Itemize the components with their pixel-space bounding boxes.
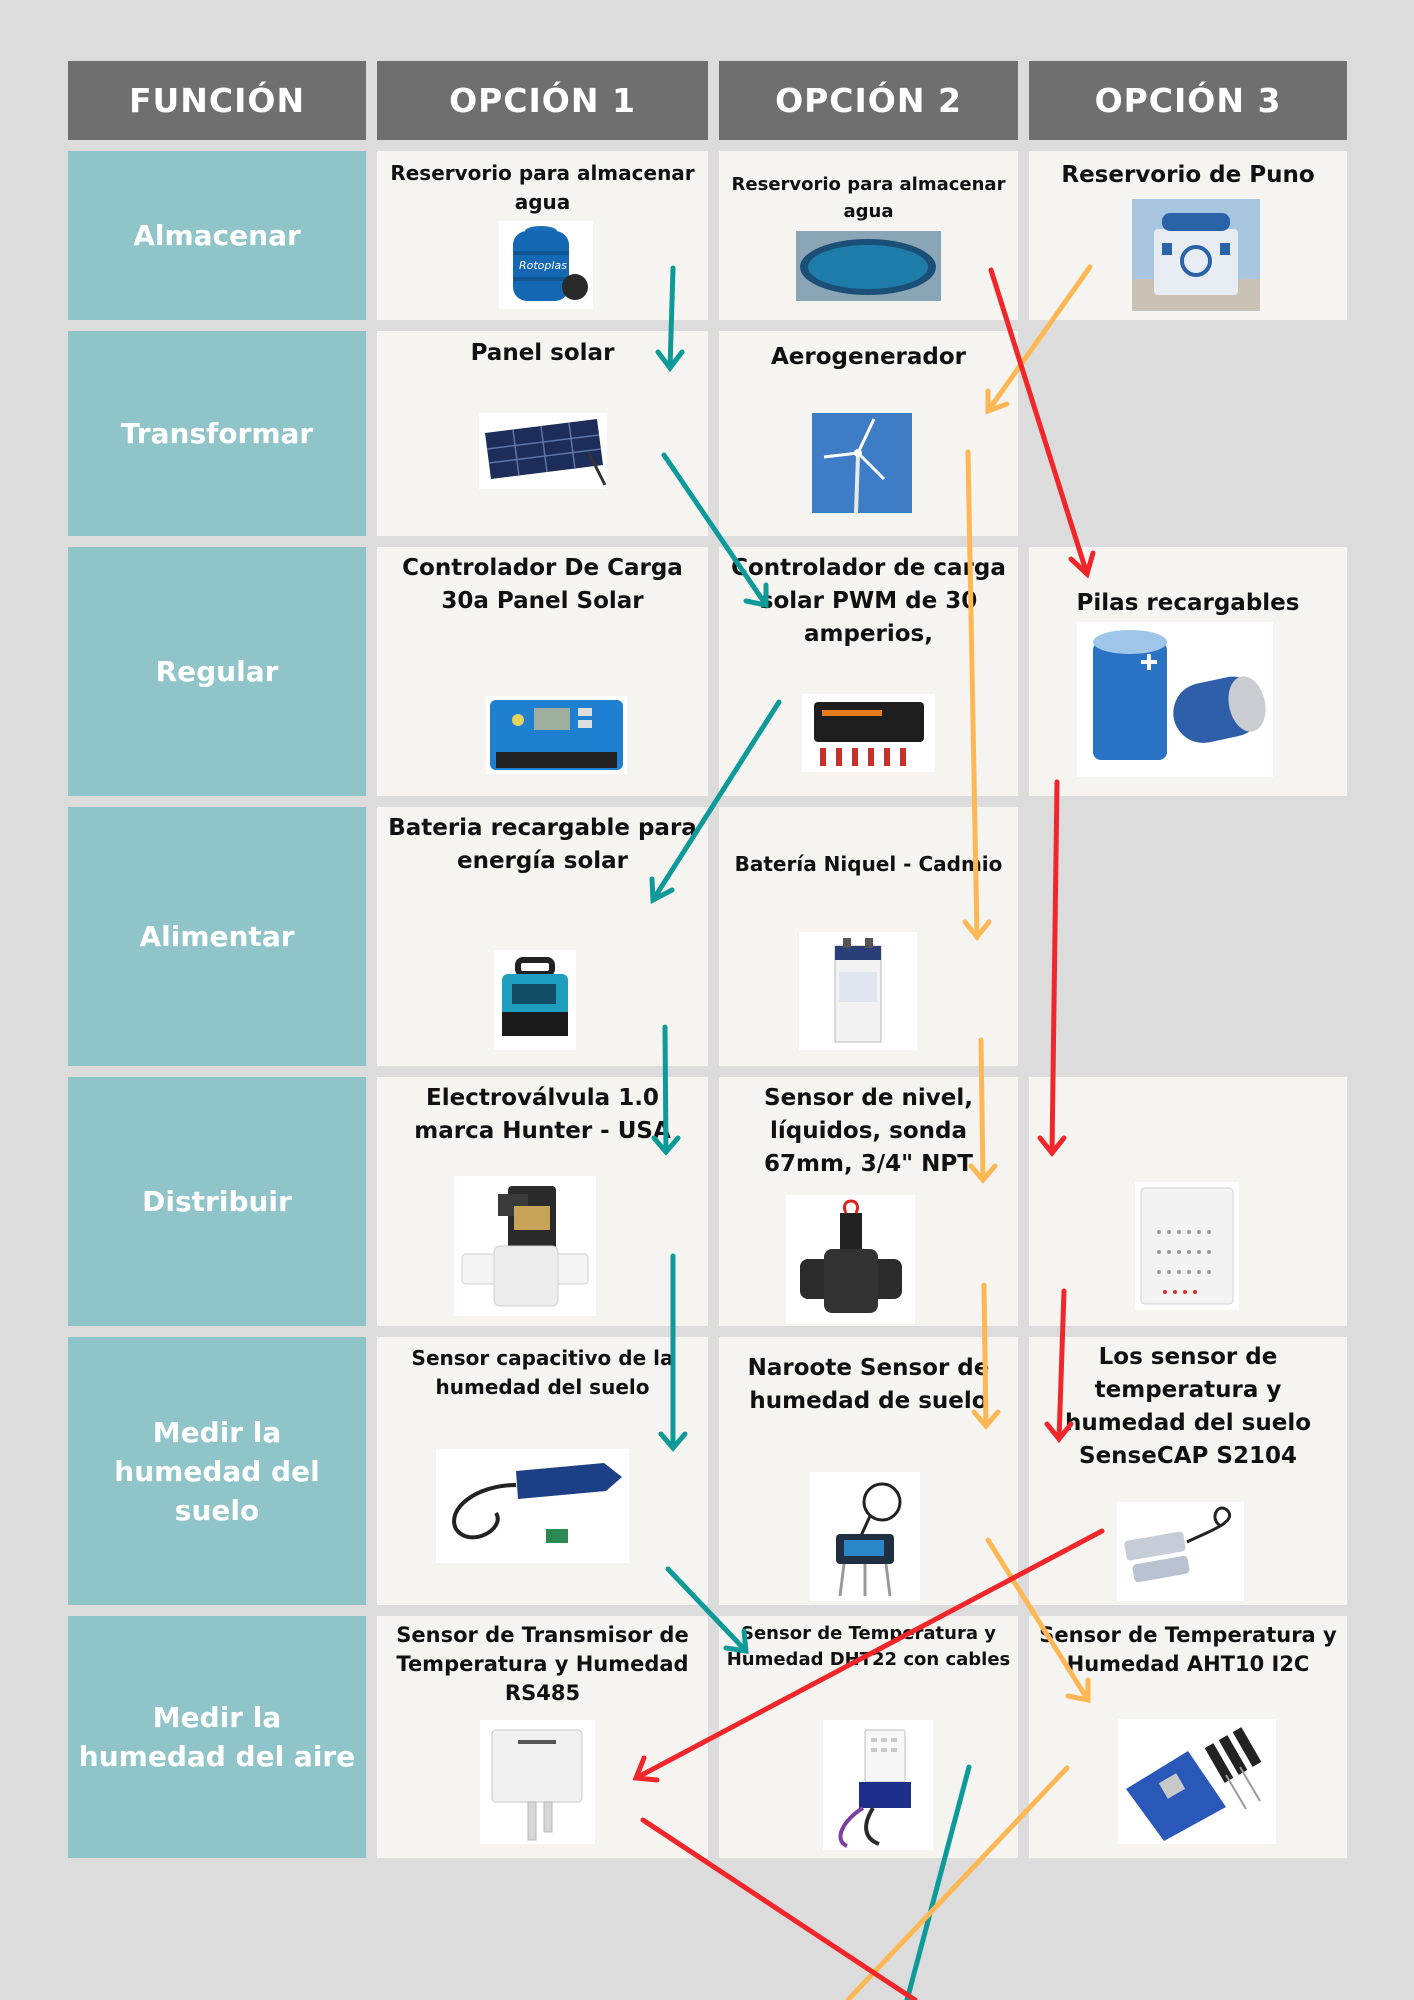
aht10-sensor-image bbox=[1118, 1719, 1276, 1844]
option-label: Controlador de carga solar PWM de 30 amp… bbox=[731, 555, 1006, 647]
option-transformar-2: Aerogenerador bbox=[719, 331, 1018, 536]
option-label: Sensor capacitivo de la humedad del suel… bbox=[411, 1346, 674, 1399]
capacitive-soil-sensor-image bbox=[436, 1449, 629, 1563]
charge-controller-image bbox=[486, 696, 627, 774]
option-label: Reservorio para almacenar agua bbox=[390, 161, 695, 214]
rs485-sensor-image bbox=[480, 1720, 595, 1844]
option-label: Electroválvula 1.0 marca Hunter - USA bbox=[414, 1085, 671, 1144]
solar-panel-image bbox=[479, 413, 607, 489]
function-almacenar: Almacenar bbox=[68, 151, 366, 320]
breadboard-image bbox=[1135, 1182, 1239, 1310]
puno-reservoir-image bbox=[1132, 199, 1260, 311]
option-label: Panel solar bbox=[470, 340, 615, 366]
rotoplas-logo-text: Rotoplas bbox=[519, 259, 567, 272]
option-alimentar-1: Bateria recargable para energía solar bbox=[377, 807, 708, 1066]
option-suelo-2: Naroote Sensor de humedad de suelo bbox=[719, 1337, 1018, 1605]
pwm-controller-image bbox=[802, 694, 935, 772]
option-aire-1: Sensor de Transmisor de Temperatura y Hu… bbox=[377, 1616, 708, 1858]
function-alimentar: Alimentar bbox=[68, 807, 366, 1066]
option-suelo-3: Los sensor de temperatura y humedad del … bbox=[1029, 1337, 1347, 1605]
wind-turbine-image bbox=[812, 413, 912, 513]
option-label: Bateria recargable para energía solar bbox=[388, 815, 697, 874]
dht22-sensor-image bbox=[823, 1720, 933, 1850]
reservoir-image bbox=[796, 231, 941, 301]
rechargeable-batteries-image bbox=[1077, 622, 1273, 777]
function-regular: Regular bbox=[68, 547, 366, 796]
header-opcion-1: OPCIÓN 1 bbox=[377, 61, 708, 140]
function-medir-humedad-aire: Medir la humedad del aire bbox=[68, 1616, 366, 1858]
sensecap-sensor-image bbox=[1117, 1502, 1244, 1601]
option-distribuir-3 bbox=[1029, 1077, 1347, 1326]
option-label: Reservorio para almacenar agua bbox=[731, 174, 1006, 222]
option-label: Pilas recargables bbox=[1076, 590, 1300, 616]
option-label: Reservorio de Puno bbox=[1061, 162, 1315, 188]
option-label: Los sensor de temperatura y humedad del … bbox=[1064, 1344, 1312, 1469]
option-regular-3: Pilas recargables bbox=[1029, 547, 1347, 796]
option-label: Sensor de Transmisor de Temperatura y Hu… bbox=[396, 1623, 689, 1705]
level-sensor-valve-image bbox=[786, 1195, 915, 1324]
nicd-battery-image bbox=[799, 932, 917, 1050]
option-distribuir-1: Electroválvula 1.0 marca Hunter - USA bbox=[377, 1077, 708, 1326]
option-regular-2: Controlador de carga solar PWM de 30 amp… bbox=[719, 547, 1018, 796]
option-suelo-1: Sensor capacitivo de la humedad del suel… bbox=[377, 1337, 708, 1605]
option-almacenar-2: Reservorio para almacenar agua bbox=[719, 151, 1018, 320]
option-label: Naroote Sensor de humedad de suelo bbox=[747, 1355, 990, 1414]
option-almacenar-3: Reservorio de Puno bbox=[1029, 151, 1347, 320]
option-aire-2: Sensor de Temperatura y Humedad DHT22 co… bbox=[719, 1616, 1018, 1858]
option-label: Sensor de Temperatura y Humedad DHT22 co… bbox=[726, 1623, 1011, 1670]
naroote-soil-sensor-image bbox=[810, 1472, 920, 1601]
option-distribuir-2: Sensor de nivel, líquidos, sonda 67mm, 3… bbox=[719, 1077, 1018, 1326]
option-aire-3: Sensor de Temperatura y Humedad AHT10 I2… bbox=[1029, 1616, 1347, 1858]
function-distribuir: Distribuir bbox=[68, 1077, 366, 1326]
function-transformar: Transformar bbox=[68, 331, 366, 536]
portable-battery-image bbox=[494, 950, 576, 1050]
option-alimentar-2: Batería Niquel - Cadmio bbox=[719, 807, 1018, 1066]
option-regular-1: Controlador De Carga 30a Panel Solar bbox=[377, 547, 708, 796]
water-tank-image: Rotoplas bbox=[499, 221, 593, 309]
function-medir-humedad-suelo: Medir la humedad del suelo bbox=[68, 1337, 366, 1605]
solenoid-valve-image bbox=[454, 1176, 596, 1316]
option-label: Sensor de Temperatura y Humedad AHT10 I2… bbox=[1039, 1623, 1337, 1676]
header-opcion-2: OPCIÓN 2 bbox=[719, 61, 1018, 140]
option-label: Controlador De Carga 30a Panel Solar bbox=[402, 555, 683, 614]
header-opcion-3: OPCIÓN 3 bbox=[1029, 61, 1347, 140]
option-label: Batería Niquel - Cadmio bbox=[734, 852, 1003, 876]
option-label: Aerogenerador bbox=[770, 344, 967, 370]
option-label: Sensor de nivel, líquidos, sonda 67mm, 3… bbox=[764, 1085, 973, 1177]
option-almacenar-1: Reservorio para almacenar agua Rotoplas bbox=[377, 151, 708, 320]
header-funcion: FUNCIÓN bbox=[68, 61, 366, 140]
option-transformar-1: Panel solar bbox=[377, 331, 708, 536]
